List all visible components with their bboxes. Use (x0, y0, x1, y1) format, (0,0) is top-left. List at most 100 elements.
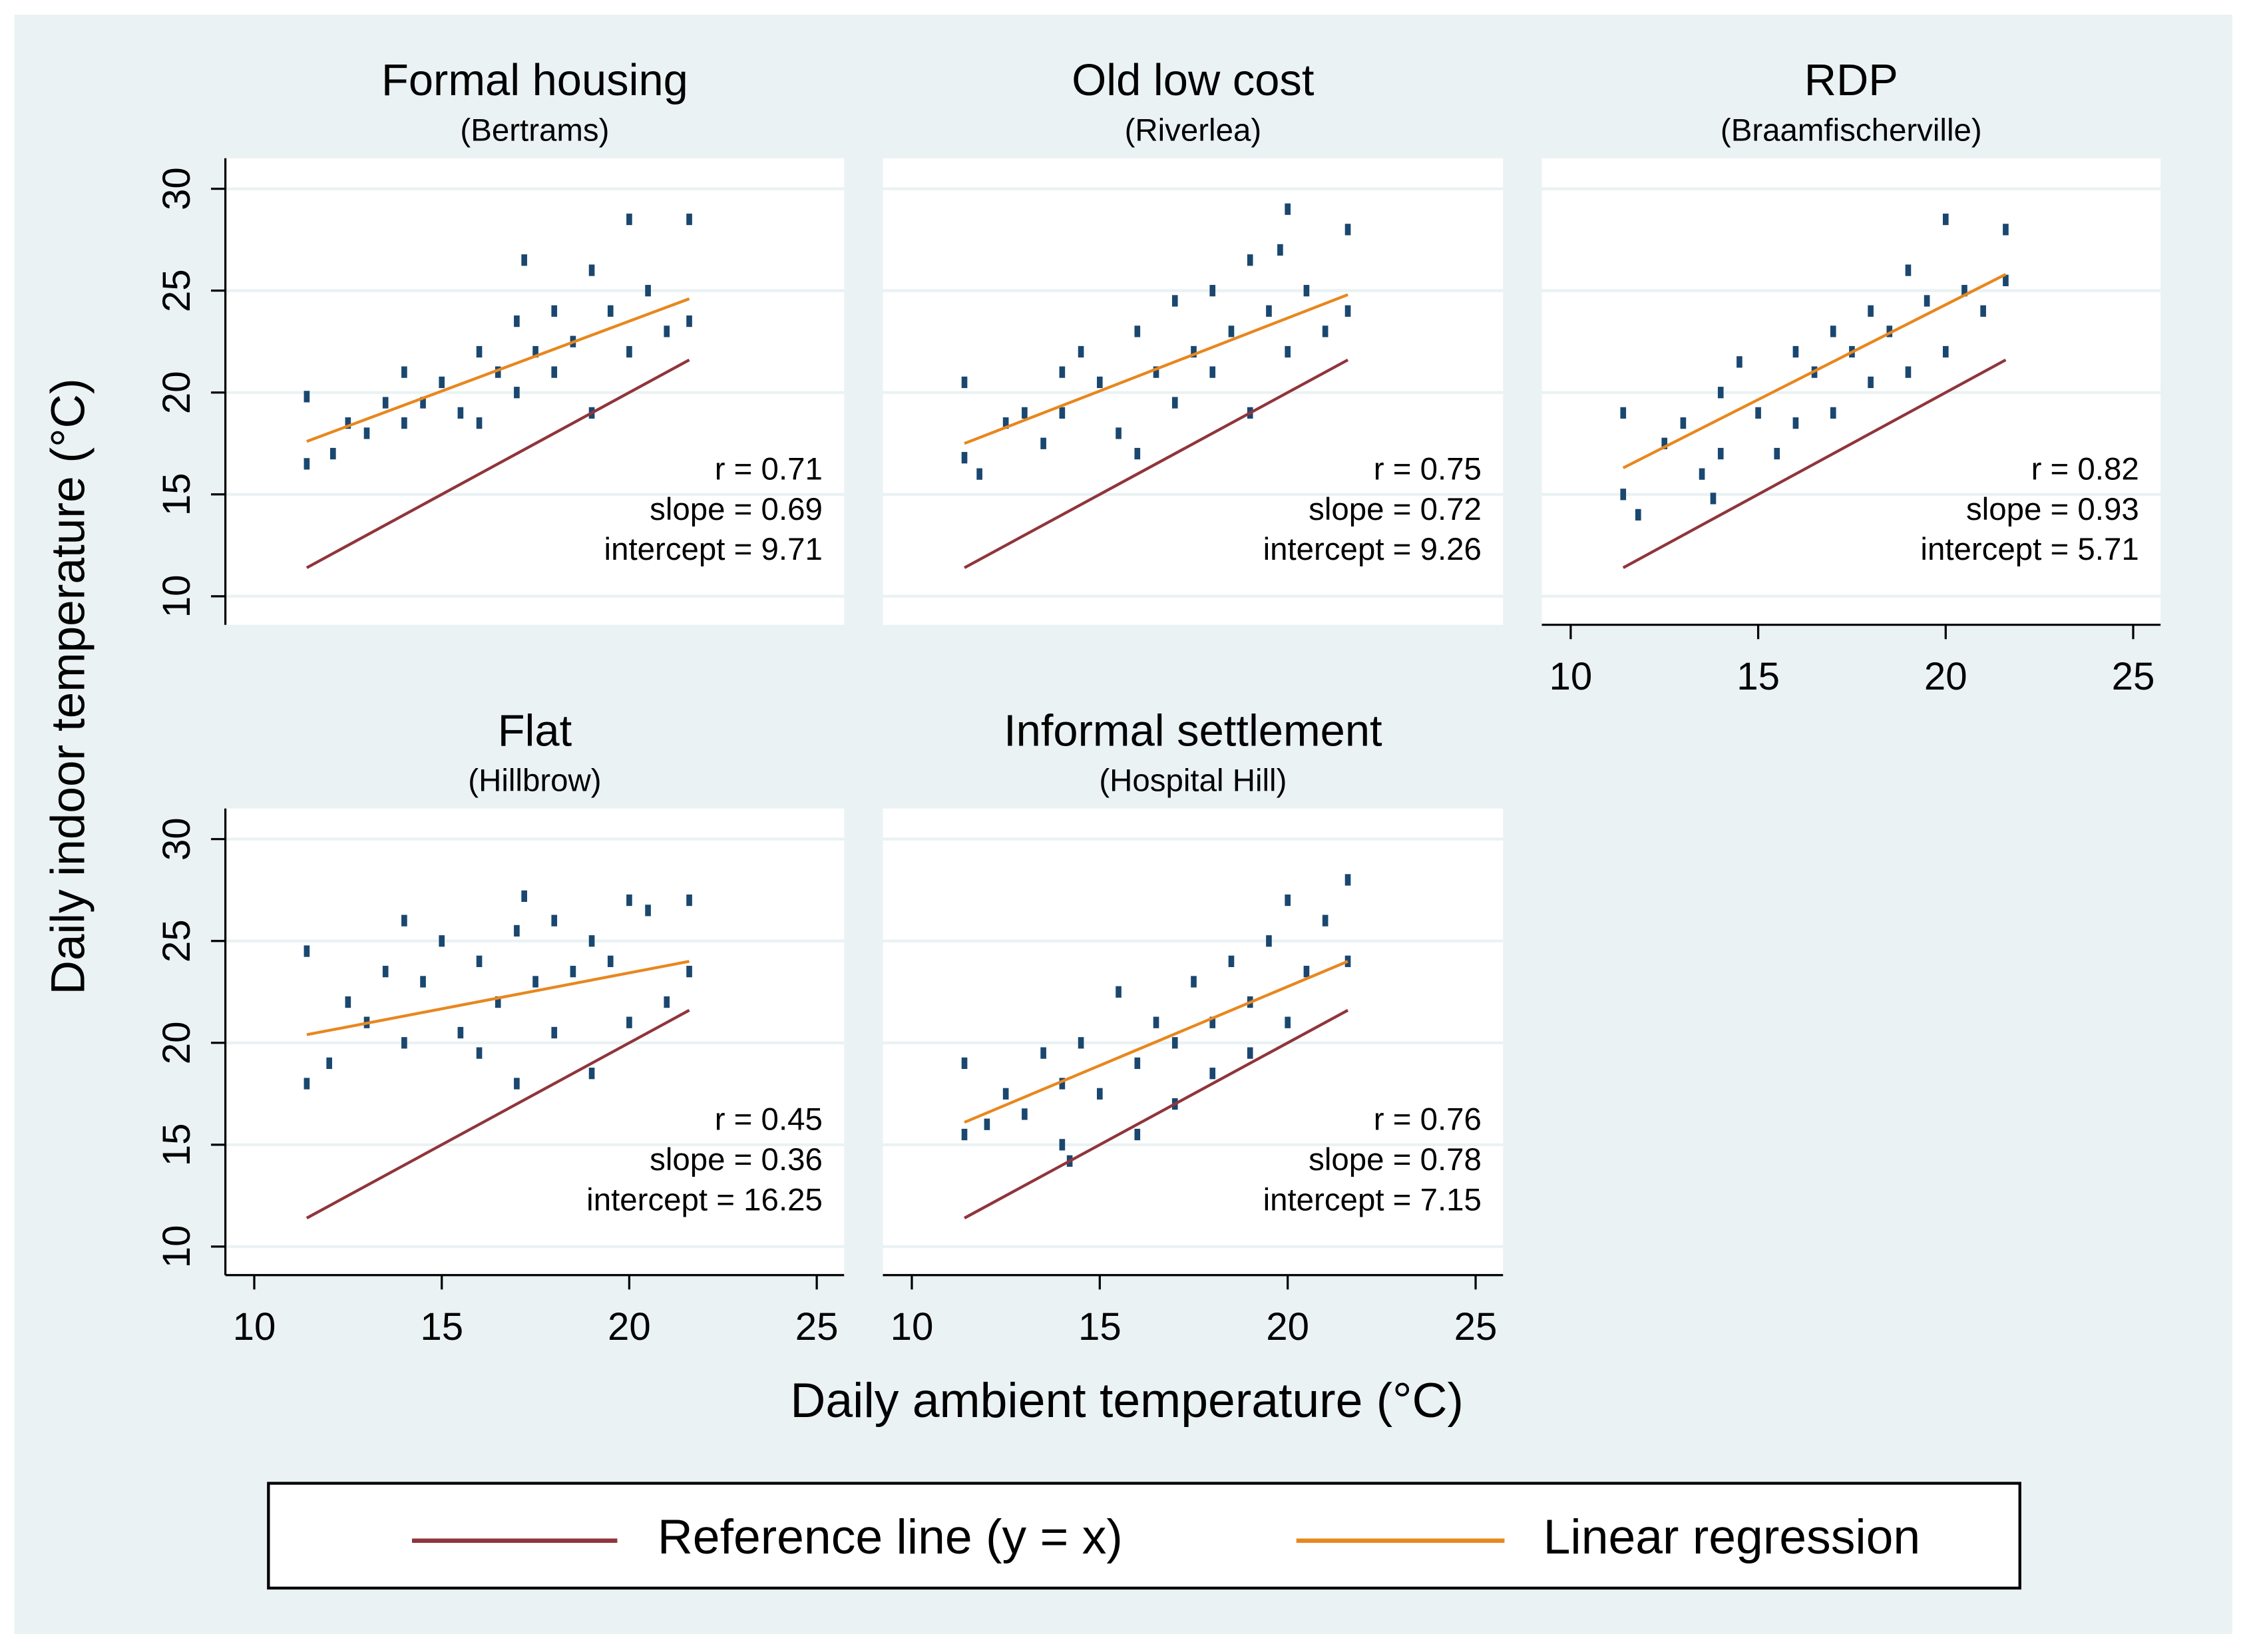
reference-line (964, 1008, 1349, 1219)
data-point (1285, 894, 1291, 907)
data-point (2003, 224, 2009, 236)
data-point (1266, 305, 1272, 317)
data-point (1097, 1088, 1103, 1100)
data-point (1792, 417, 1799, 429)
annotation: intercept = 9.71 (604, 532, 823, 567)
x-tick-label: 25 (795, 1305, 839, 1348)
panel-title: Flat (498, 706, 572, 755)
data-point (976, 468, 982, 480)
data-point (551, 915, 558, 927)
data-point (588, 1068, 595, 1080)
data-point (1717, 387, 1724, 399)
panel-title: RDP (1804, 55, 1898, 105)
data-point (588, 935, 595, 947)
data-point (1002, 417, 1009, 429)
x-tick-label: 20 (608, 1305, 651, 1348)
panel-subtitle: (Braamfischerville) (1721, 112, 1982, 148)
data-point (607, 955, 614, 967)
data-point (1191, 976, 1197, 988)
annotation: slope = 0.93 (1966, 492, 2139, 527)
x-tick-label: 25 (2112, 655, 2155, 698)
data-point (495, 996, 501, 1008)
data-point (382, 966, 389, 978)
data-point (1635, 509, 1641, 521)
data-point (439, 935, 445, 947)
data-point (1228, 955, 1235, 967)
panel-subtitle: (Hospital Hill) (1099, 763, 1287, 798)
data-point (1266, 935, 1272, 947)
data-point (1680, 417, 1687, 429)
data-point (304, 458, 310, 470)
data-point (476, 1047, 483, 1059)
x-tick-label: 20 (1924, 655, 1967, 698)
data-point (1059, 1078, 1066, 1090)
regression-line (1622, 273, 2007, 469)
annotation: slope = 0.78 (1309, 1142, 1482, 1177)
data-point (514, 925, 520, 937)
data-point (1285, 203, 1291, 215)
data-point (1961, 285, 1967, 297)
annotation: slope = 0.36 (650, 1142, 823, 1177)
data-point (1022, 1108, 1028, 1120)
data-point (1171, 295, 1178, 307)
data-point (1228, 325, 1235, 337)
panel-title: Formal housing (381, 55, 688, 105)
data-point (1078, 345, 1084, 358)
data-point (626, 1016, 632, 1028)
annotation: intercept = 5.71 (1920, 532, 2139, 567)
data-point (645, 285, 651, 297)
data-point (1285, 345, 1291, 358)
data-point (1905, 366, 1912, 378)
data-point (363, 427, 370, 439)
annotation: r = 0.45 (715, 1102, 823, 1137)
data-point (1134, 325, 1141, 337)
y-tick-label: 20 (155, 371, 198, 414)
data-point (1209, 366, 1216, 378)
data-point (495, 366, 501, 378)
data-point (984, 1118, 990, 1130)
data-point (645, 905, 651, 917)
data-point (551, 305, 558, 317)
data-point (686, 213, 692, 226)
data-point (330, 447, 336, 460)
data-point (326, 1057, 333, 1070)
reference-line (1622, 358, 2007, 569)
data-point (1322, 915, 1329, 927)
data-point (686, 894, 692, 907)
reference-line (306, 1008, 690, 1219)
data-point (961, 1128, 968, 1141)
data-point (626, 213, 632, 226)
data-point (664, 996, 670, 1008)
data-point (1344, 874, 1351, 886)
data-point (1209, 285, 1216, 297)
data-point (1002, 1088, 1009, 1100)
regression-line (306, 960, 690, 1036)
data-point (1209, 1068, 1216, 1080)
data-point (588, 264, 595, 276)
data-point (521, 254, 527, 266)
data-point (1059, 366, 1066, 378)
y-tick-label: 30 (155, 817, 198, 861)
data-point (401, 915, 407, 927)
data-point (1620, 489, 1627, 501)
data-point (1040, 437, 1046, 449)
data-point (304, 945, 310, 957)
data-point (1303, 285, 1310, 297)
y-tick-label: 15 (155, 473, 198, 516)
x-tick-label: 15 (420, 1305, 463, 1348)
data-point (961, 1057, 968, 1070)
data-point (1059, 407, 1066, 419)
annotation: r = 0.82 (2031, 451, 2139, 487)
data-point (345, 417, 351, 429)
legend-label: Linear regression (1543, 1510, 1921, 1564)
data-point (476, 417, 483, 429)
data-point (1303, 966, 1310, 978)
data-point (514, 387, 520, 399)
x-tick-label: 20 (1266, 1305, 1309, 1348)
data-point (1868, 305, 1874, 317)
data-point (1191, 345, 1197, 358)
y-axis-label: Daily indoor temperature (°C) (43, 378, 95, 994)
data-point (476, 345, 483, 358)
data-point (1153, 1016, 1159, 1028)
